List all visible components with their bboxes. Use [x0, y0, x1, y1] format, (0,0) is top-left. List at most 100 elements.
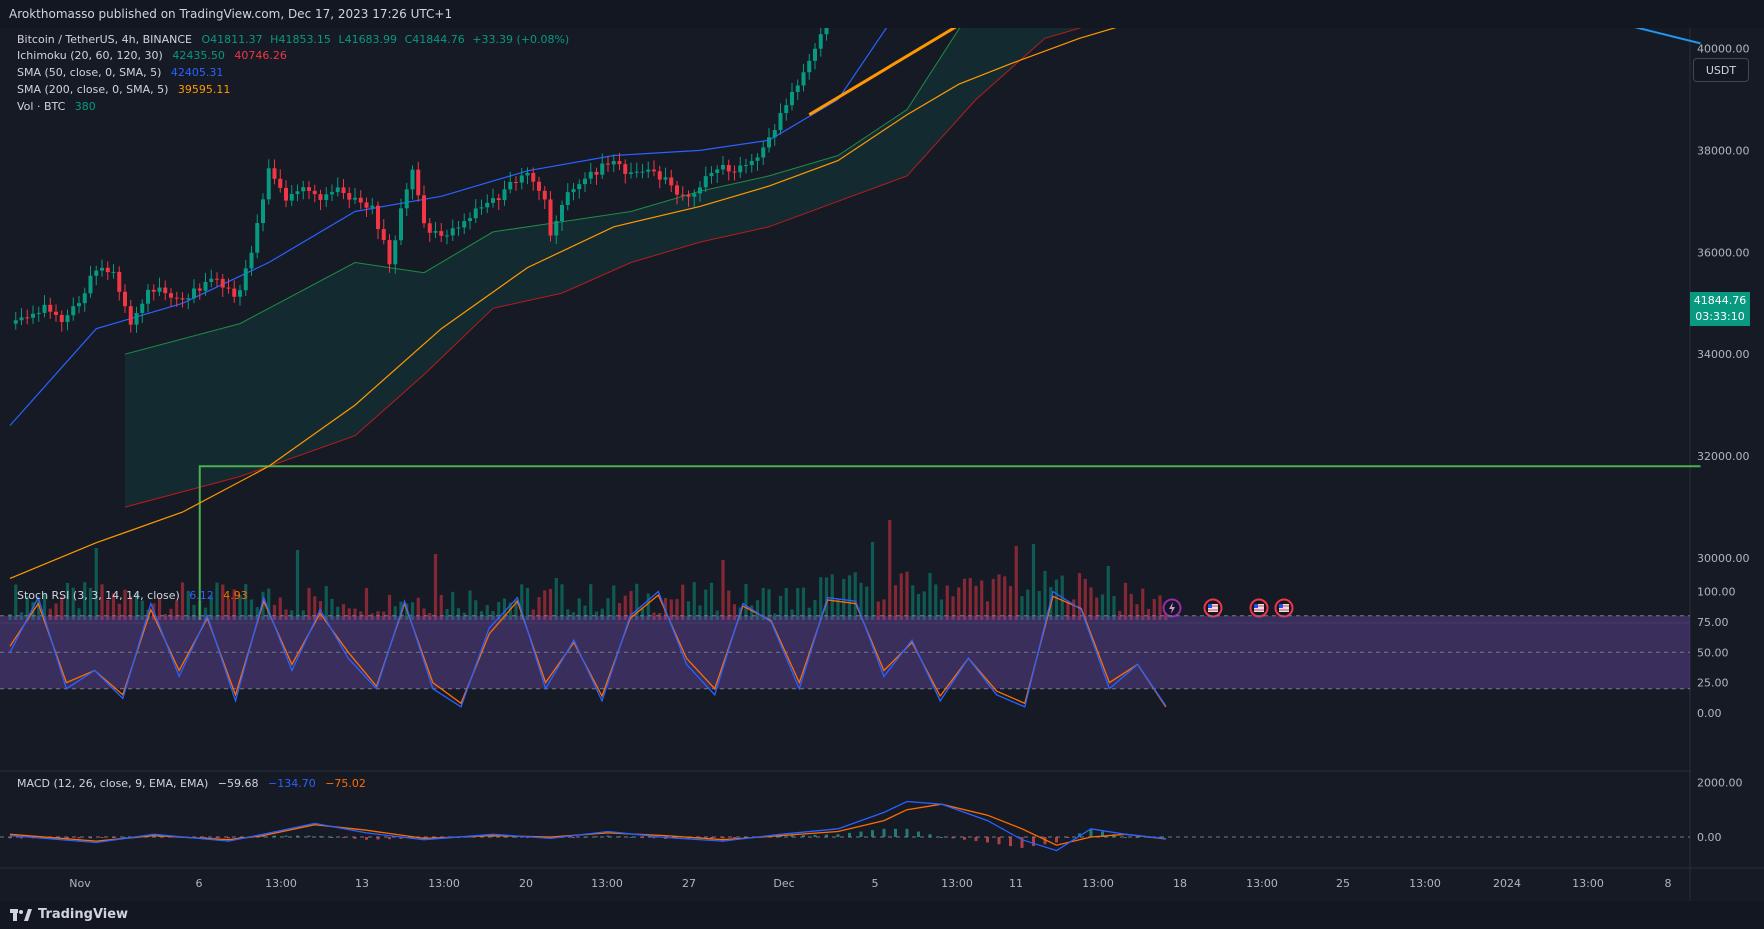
- candle-body: [818, 34, 823, 49]
- volume-bar: [813, 599, 817, 620]
- volume-bar: [393, 606, 397, 620]
- candle-body: [479, 207, 484, 209]
- time-tick-label: 2024: [1493, 877, 1521, 890]
- candle-body: [381, 229, 386, 241]
- candle-body: [146, 289, 150, 304]
- volume-bar: [295, 550, 300, 620]
- footer-bar: TradingView: [0, 901, 1764, 929]
- volume-bar: [531, 609, 535, 620]
- time-tick-label: 5: [872, 877, 879, 890]
- sma200-legend[interactable]: SMA (200, close, 0, SMA, 5) 39595.11: [17, 83, 230, 96]
- candle-body: [289, 193, 294, 201]
- candle-body: [715, 169, 720, 173]
- candle-body: [450, 228, 455, 236]
- volume-bar: [594, 611, 599, 620]
- candle-body: [31, 313, 35, 318]
- volume-bar: [48, 608, 52, 620]
- flag-canton: [1208, 604, 1212, 608]
- sma50-value: 42405.31: [170, 66, 224, 79]
- flag-field: [1208, 604, 1218, 612]
- time-tick-label: 13:00: [1572, 877, 1604, 890]
- candle-body: [278, 178, 283, 188]
- candle-body: [583, 178, 587, 185]
- volume-bar: [514, 599, 518, 620]
- macd-legend[interactable]: MACD (12, 26, close, 9, EMA, EMA) −59.68…: [17, 777, 366, 790]
- candle-body: [496, 198, 501, 201]
- symbol-legend[interactable]: Bitcoin / TetherUS, 4h, BINANCE O41811.3…: [17, 33, 569, 46]
- candle-body: [749, 160, 754, 166]
- lightning-icon[interactable]: [1162, 598, 1182, 618]
- candle-body: [652, 169, 656, 172]
- macd-histogram-bar: [100, 837, 104, 839]
- candle-body: [77, 303, 81, 307]
- volume-bar: [945, 585, 949, 620]
- macd-histogram-bar: [859, 831, 863, 837]
- volume-bar: [1003, 576, 1007, 620]
- volume-bar: [192, 604, 196, 620]
- macd-histogram-bar: [43, 837, 46, 839]
- candle-body: [169, 293, 173, 298]
- publish-info: Arokthomasso published on TradingView.co…: [9, 7, 453, 21]
- candle-body: [393, 240, 398, 265]
- currency-button[interactable]: USDT: [1693, 58, 1749, 82]
- volume-legend[interactable]: Vol · BTC 380: [17, 100, 96, 113]
- candle-body: [410, 169, 415, 190]
- candle-body: [295, 191, 300, 194]
- chart-frame[interactable]: 50000.0048000.0046000.0044000.0042000.00…: [0, 0, 1764, 901]
- volume-bar: [106, 600, 110, 620]
- ohlc-change: +33.39 (+0.08%): [472, 33, 570, 46]
- ichimoku-legend[interactable]: Ichimoku (20, 60, 120, 30) 42435.50 4074…: [17, 49, 287, 62]
- volume-bar: [853, 572, 857, 620]
- sma50-legend[interactable]: SMA (50, close, 0, SMA, 5) 42405.31: [17, 66, 223, 79]
- ohlc-open: O41811.37: [201, 33, 263, 46]
- volume-bar: [1100, 594, 1105, 620]
- candle-body: [174, 297, 179, 299]
- candle-body: [565, 192, 570, 206]
- volume-bar: [221, 584, 225, 620]
- volume-bar: [968, 578, 972, 620]
- volume-bar: [836, 599, 840, 620]
- volume-bar: [267, 588, 271, 620]
- stoch-rsi-legend[interactable]: Stoch RSI (3, 3, 14, 14, close) 6.12 4.9…: [17, 589, 248, 602]
- macd-histogram-bar: [963, 837, 966, 840]
- macd-name: MACD (12, 26, close, 9, EMA, EMA): [17, 777, 209, 790]
- time-tick-label: 25: [1336, 877, 1350, 890]
- volume-bar: [324, 586, 328, 620]
- trend-line: [1521, 0, 1701, 45]
- volume-bar: [606, 598, 610, 620]
- candle-body: [629, 172, 633, 174]
- candle-body: [571, 189, 576, 193]
- macd-histogram-bar: [595, 836, 598, 838]
- us-flag-icon[interactable]: [1274, 598, 1294, 618]
- candle-body: [358, 197, 363, 203]
- macd-histogram-bar: [733, 837, 736, 838]
- volume-bar: [238, 594, 242, 620]
- chart-canvas[interactable]: 50000.0048000.0046000.0044000.0042000.00…: [0, 0, 1764, 901]
- volume-bar: [819, 577, 823, 620]
- candle-body: [232, 288, 237, 297]
- us-flag-icon[interactable]: [1249, 598, 1269, 618]
- candle-body: [519, 175, 524, 183]
- volume-bar: [244, 584, 248, 620]
- ichimoku-cloud: [125, 0, 1287, 508]
- macd-histogram-bar: [388, 837, 391, 840]
- volume-bar: [8, 614, 12, 620]
- tradingview-logo[interactable]: TradingView: [10, 907, 128, 922]
- us-flag-icon[interactable]: [1203, 598, 1223, 618]
- volume-bar: [226, 598, 231, 620]
- volume-bar: [123, 589, 127, 620]
- volume-bar: [1141, 588, 1145, 620]
- volume-bar: [870, 542, 875, 620]
- candle-body: [370, 205, 375, 208]
- volume-bar: [1066, 601, 1070, 620]
- volume-bar: [893, 585, 898, 620]
- sma200-name: SMA (200, close, 0, SMA, 5): [17, 83, 169, 96]
- volume-bar: [71, 587, 75, 620]
- flag-canton: [1254, 604, 1258, 608]
- volume-bar: [997, 574, 1001, 620]
- candle-body: [611, 161, 616, 165]
- candle-body: [13, 320, 18, 324]
- volume-bar: [554, 578, 558, 620]
- volume-bar: [1037, 590, 1041, 620]
- volume-bar: [439, 594, 443, 620]
